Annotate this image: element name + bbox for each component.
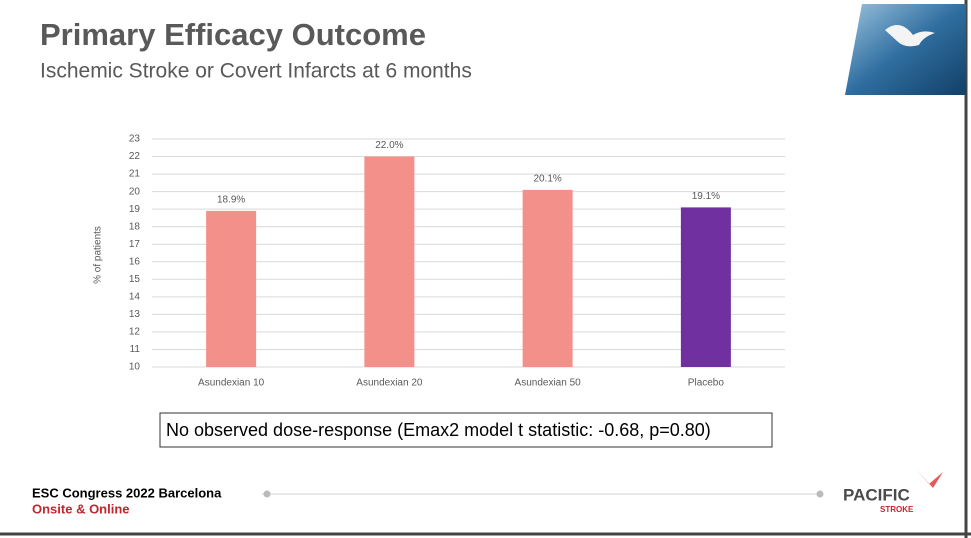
y-tick-label: 21 <box>129 169 141 180</box>
y-tick-label: 19 <box>129 204 141 215</box>
y-axis-label: % of patients <box>93 226 104 284</box>
y-tick-label: 17 <box>129 239 141 250</box>
y-tick-label: 10 <box>129 362 141 373</box>
y-tick-label: 20 <box>129 186 141 197</box>
value-label: 22.0% <box>375 140 403 151</box>
value-label: 20.1% <box>533 174 561 185</box>
event-mode: Onsite & Online <box>32 501 130 516</box>
seagull <box>885 25 935 47</box>
value-label: 18.9% <box>217 195 245 206</box>
logo: PACIFIC <box>843 485 910 504</box>
footer-dot <box>816 490 824 498</box>
y-tick-label: 14 <box>129 291 141 302</box>
annotation: No observed dose-response (Emax2 model t… <box>166 420 711 440</box>
value-label: 19.1% <box>692 191 720 202</box>
x-tick-label: Placebo <box>688 378 725 389</box>
bar <box>364 156 415 367</box>
y-tick-label: 16 <box>129 256 141 267</box>
logo-mark <box>915 468 943 488</box>
event-name: ESC Congress 2022 Barcelona <box>32 485 222 500</box>
logo-sub: STROKE <box>880 505 914 514</box>
annotation-box <box>159 412 773 448</box>
bar <box>680 207 731 367</box>
y-tick-label: 22 <box>129 151 141 162</box>
title: Primary Efficacy Outcome <box>40 17 426 52</box>
y-tick-label: 11 <box>130 344 141 355</box>
y-tick-label: 23 <box>129 134 141 145</box>
y-tick-label: 12 <box>129 327 141 338</box>
y-tick-label: 18 <box>129 221 141 232</box>
subtitle: Ischemic Stroke or Covert Infarcts at 6 … <box>40 60 472 83</box>
bar <box>206 210 257 367</box>
x-tick-label: Asundexian 20 <box>356 378 423 389</box>
header-photo <box>845 4 966 95</box>
y-tick-label: 15 <box>129 274 141 285</box>
x-tick-label: Asundexian 10 <box>198 378 265 389</box>
x-tick-label: Asundexian 50 <box>515 378 582 389</box>
footer-dot <box>263 490 271 498</box>
y-tick-label: 13 <box>129 309 141 320</box>
bar <box>522 189 573 367</box>
